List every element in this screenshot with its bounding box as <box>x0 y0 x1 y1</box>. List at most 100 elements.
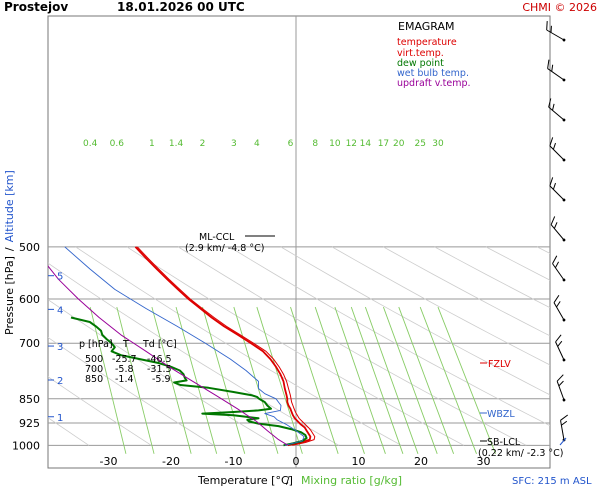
mixing-label-3: 3 <box>231 139 237 149</box>
mixing-line-3 <box>233 306 279 454</box>
ml-ccl-label: ML-CCL <box>199 232 235 243</box>
wind-barb-staff <box>549 145 565 161</box>
pressure-tick-925: 925 <box>19 417 40 430</box>
table-cell-t-850: -1.4 <box>115 374 134 385</box>
mixing-line-0.4 <box>89 306 127 454</box>
table-cell-p-850: 850 <box>85 374 103 385</box>
table-cell-p-500: 500 <box>85 354 103 365</box>
wind-barb-flag <box>552 103 555 111</box>
wind-barb-staff <box>553 302 565 321</box>
mixing-line-14 <box>364 306 419 454</box>
wind-barb-staff <box>546 29 565 41</box>
wind-barb-flag <box>548 98 552 108</box>
fzlv-label: FZLV <box>488 359 511 370</box>
wind-barb-base <box>562 358 566 362</box>
wind-barb-flag <box>552 142 556 150</box>
wind-barb-base <box>562 278 566 282</box>
temp-tick-0: 0 <box>293 455 300 468</box>
table-cell-p-700: 700 <box>85 364 103 375</box>
wind-barb-flag <box>551 64 554 72</box>
dry-adiabat-300 <box>126 246 464 446</box>
series-temperature <box>134 246 312 447</box>
wind-barb-1 <box>546 21 566 42</box>
mixing-label-1: 1 <box>149 139 155 149</box>
wind-barb-flag <box>550 216 556 225</box>
mixing-line-1 <box>151 306 192 454</box>
surface-marker <box>559 437 567 446</box>
mixing-label-1.4: 1.4 <box>169 139 184 149</box>
wind-barb-10 <box>556 374 566 402</box>
wind-barb-flag <box>558 380 564 387</box>
mixing-line-12 <box>350 306 404 454</box>
mixing-line-0.6 <box>116 306 155 454</box>
wind-barb-staff <box>555 341 565 361</box>
mixing-label-2: 2 <box>200 139 206 149</box>
mixing-label-12: 12 <box>346 139 357 149</box>
dry-adiabat-350 <box>383 246 550 337</box>
series-wet-bulb-temp <box>64 246 305 446</box>
legend-dew-point: dew point <box>397 58 444 69</box>
wbzl-label: WBZL <box>487 409 515 420</box>
wind-barb-4 <box>549 137 566 162</box>
sb-lcl-detail: (0.22 km/ -2.3 °C) <box>478 448 564 459</box>
x-axis-label-temperature: Temperature [°C] <box>197 474 293 487</box>
table-cell-td-850: -5.9 <box>152 374 171 385</box>
temp-tick--10: -10 <box>225 455 243 468</box>
surface-elevation: SFC: 215 m ASL <box>512 476 592 487</box>
mixing-label-6: 6 <box>288 139 294 149</box>
wind-barb-11 <box>560 414 569 442</box>
altitude-tick-2: 2 <box>57 376 63 387</box>
wind-barb-6 <box>550 216 566 242</box>
mixing-line-25 <box>419 306 477 454</box>
temp-tick--20: -20 <box>162 455 180 468</box>
legend-virt-temp: virt.temp. <box>397 48 444 59</box>
wind-barb-9 <box>555 334 566 362</box>
wind-barb-flag <box>556 301 561 308</box>
mixing-label-25: 25 <box>414 139 425 149</box>
table-cell-t-700: -5.8 <box>115 364 134 375</box>
wind-barb-staff <box>548 106 565 121</box>
temp-tick-10: 10 <box>352 455 366 468</box>
wind-barb-base <box>562 318 566 322</box>
legend-updraft: updraft v.temp. <box>397 78 471 89</box>
wind-barb-base <box>562 118 566 122</box>
wind-barb-base <box>562 78 566 82</box>
altitude-tick-4: 4 <box>57 305 63 316</box>
table-cell-td-500: -46.5 <box>147 354 172 365</box>
mixing-line-20 <box>398 306 455 454</box>
mixing-label-17: 17 <box>378 139 389 149</box>
pressure-tick-1000: 1000 <box>12 439 40 452</box>
wind-barb-3 <box>548 98 566 122</box>
diagram-title: EMAGRAM <box>398 20 455 33</box>
dry-adiabat-240 <box>48 417 90 446</box>
dry-adiabat-330 <box>280 246 550 396</box>
mixing-label-10: 10 <box>329 139 341 149</box>
mixing-line-17 <box>383 306 438 454</box>
wind-barb-flag <box>557 340 563 347</box>
ml-ccl-detail: (2.9 km/ -4.8 °C) <box>185 243 264 254</box>
temp-tick-30: 30 <box>477 455 491 468</box>
wind-barb-flag <box>561 420 568 426</box>
table-header-td: Td [°C] <box>142 339 177 350</box>
wind-barb-base <box>562 38 566 42</box>
wind-barbs <box>546 21 569 446</box>
mixing-line-8 <box>314 306 365 454</box>
series-dew-point <box>70 316 308 447</box>
mixing-label-30: 30 <box>432 139 444 149</box>
mixing-label-4: 4 <box>254 139 260 149</box>
legend-wet-bulb: wet bulb temp. <box>397 68 469 79</box>
wind-barb-flag <box>549 177 554 187</box>
pressure-tick-700: 700 <box>19 337 40 350</box>
chart-datetime: 18.01.2026 00 UTC <box>117 0 245 14</box>
temp-tick-20: 20 <box>414 455 428 468</box>
table-cell-td-700: -31.5 <box>147 364 172 375</box>
temp-tick--30: -30 <box>100 455 118 468</box>
wind-barb-base <box>562 158 566 162</box>
wind-barb-staff <box>549 185 565 201</box>
wind-barb-staff <box>547 68 565 81</box>
y-axis-label: Pressure [hPa] / Altitude [km] <box>3 170 16 335</box>
dry-adiabat-250 <box>48 376 152 446</box>
x-axis-label-mixing: Mixing ratio [g/kg] <box>301 474 402 487</box>
